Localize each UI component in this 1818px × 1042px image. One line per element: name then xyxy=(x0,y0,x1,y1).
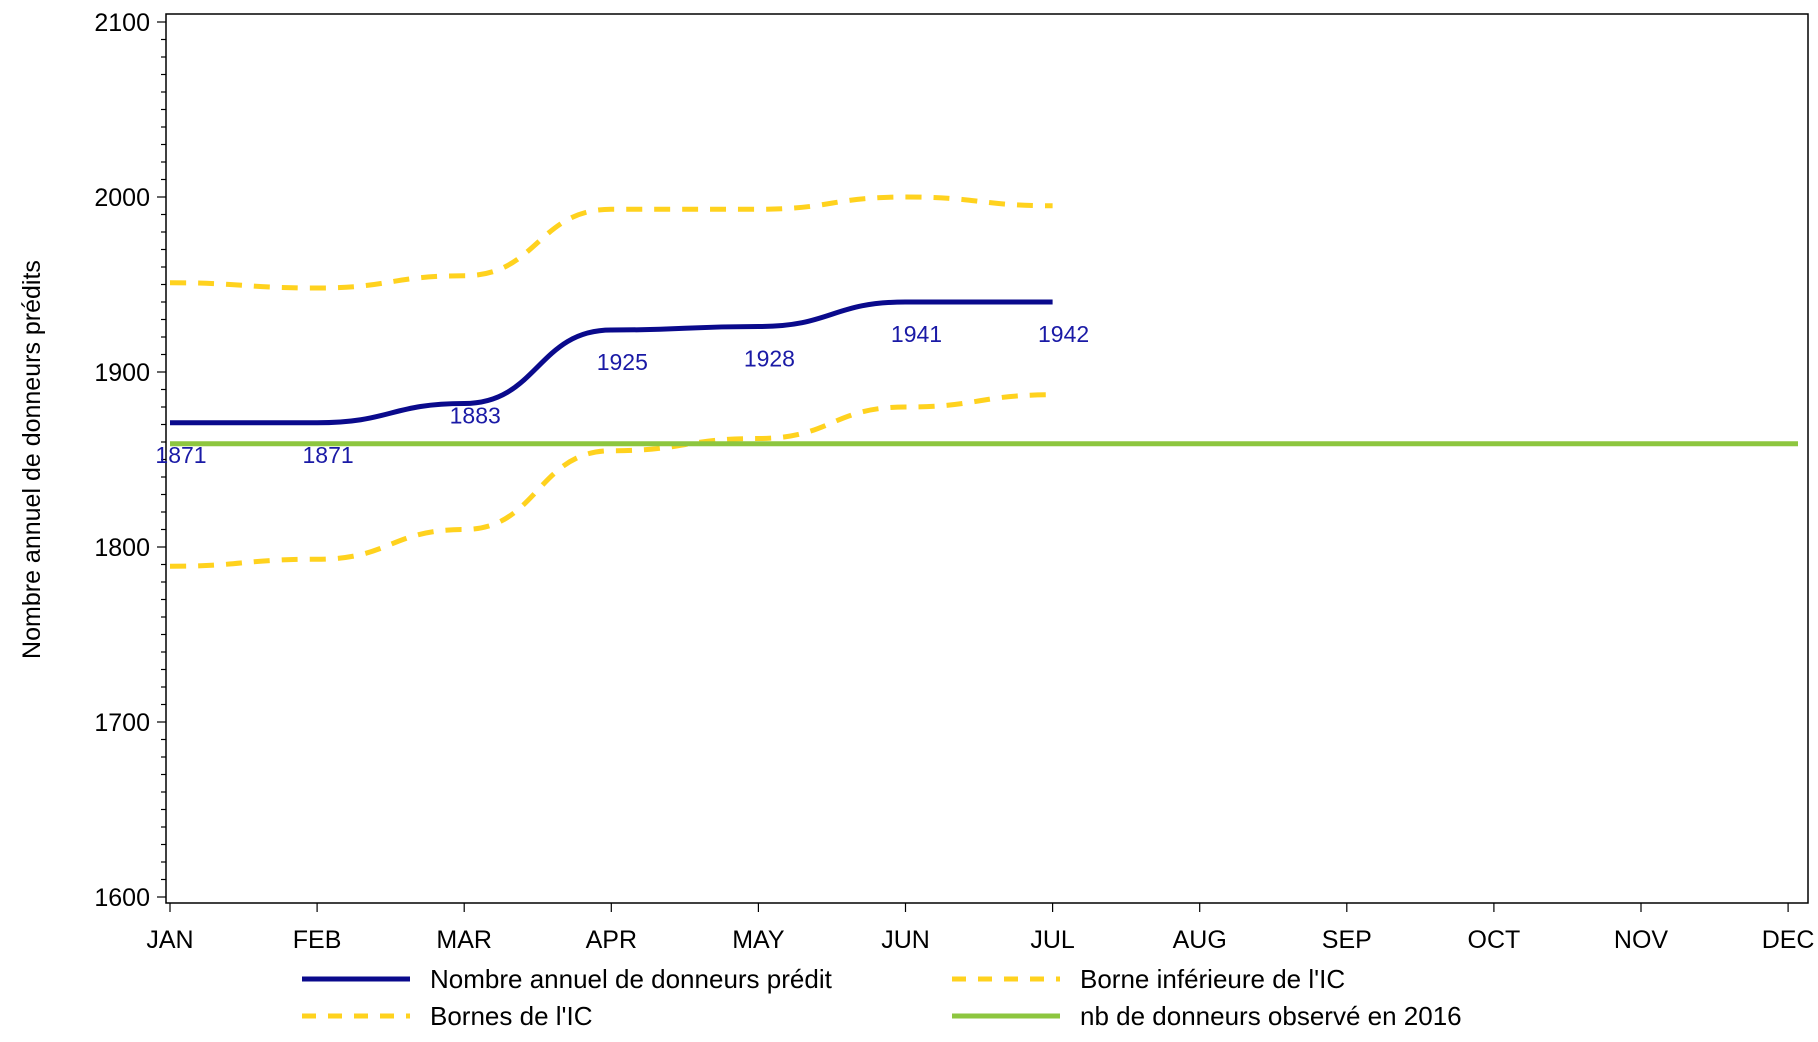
data-label: 1942 xyxy=(1038,321,1089,347)
x-tick-label: MAY xyxy=(732,926,785,954)
series-ci-upper-line xyxy=(169,194,1053,291)
axes: 1600 1700 1800 1900 2000 2100 JAN FEB MAR APR MAY J… xyxy=(18,9,1814,954)
series-layer xyxy=(169,194,1798,569)
x-tick-label: JAN xyxy=(146,926,193,954)
series-ci-lower-line xyxy=(169,392,1053,569)
data-label: 1925 xyxy=(597,349,648,375)
legend-item-predicted: Nombre annuel de donneurs prédit xyxy=(302,964,833,994)
legend-label: Bornes de l'IC xyxy=(430,1001,593,1031)
y-tick-label: 1900 xyxy=(94,359,150,387)
plot-frame xyxy=(165,13,1809,904)
data-label: 1883 xyxy=(450,403,501,429)
legend-label: nb de donneurs observé en 2016 xyxy=(1080,1001,1462,1031)
y-tick-label: 2100 xyxy=(94,9,150,37)
data-label: 1871 xyxy=(303,442,354,468)
data-label: 1928 xyxy=(744,346,795,372)
x-tick-label: JUN xyxy=(881,926,930,954)
x-tick-label: MAR xyxy=(436,926,492,954)
x-tick-label: OCT xyxy=(1468,926,1521,954)
legend-label: Borne inférieure de l'IC xyxy=(1080,964,1345,994)
x-tick-label: FEB xyxy=(293,926,342,954)
data-label: 1941 xyxy=(891,321,942,347)
data-label: 1871 xyxy=(155,442,206,468)
data-labels: 1871 1871 1883 1925 1928 1941 1942 xyxy=(155,321,1089,468)
legend-item-ci-lower: Borne inférieure de l'IC xyxy=(952,964,1345,994)
x-tick-label: SEP xyxy=(1322,926,1372,954)
legend-item-observed-2016: nb de donneurs observé en 2016 xyxy=(952,1001,1462,1031)
x-tick-label: NOV xyxy=(1614,926,1669,954)
legend-label: Nombre annuel de donneurs prédit xyxy=(430,964,833,994)
x-tick-label: JUL xyxy=(1030,926,1075,954)
y-tick-label: 1600 xyxy=(94,884,150,912)
y-tick-label: 1700 xyxy=(94,709,150,737)
y-tick-label: 2000 xyxy=(94,184,150,212)
x-tick-label: AUG xyxy=(1173,926,1227,954)
series-predicted-line xyxy=(169,299,1053,426)
legend: Nombre annuel de donneurs prédit Borne in… xyxy=(302,964,1462,1031)
legend-item-ci-bounds: Bornes de l'IC xyxy=(302,1001,593,1031)
x-tick-label: APR xyxy=(586,926,637,954)
y-axis-label: Nombre annuel de donneurs prédits xyxy=(18,260,46,659)
x-tick-label: DEC xyxy=(1762,926,1815,954)
y-tick-label: 1800 xyxy=(94,534,150,562)
